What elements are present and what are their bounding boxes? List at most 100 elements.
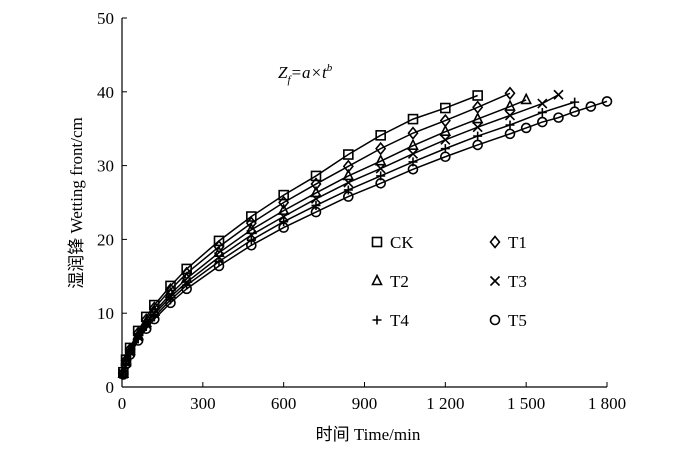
marker — [504, 86, 516, 101]
x-tick-label: 900 — [352, 394, 378, 413]
marker — [472, 139, 483, 151]
legend-marker — [371, 273, 383, 286]
marker — [165, 297, 176, 309]
legend-marker — [371, 236, 383, 248]
marker — [585, 101, 597, 112]
legend-label: T4 — [390, 311, 409, 330]
marker — [343, 191, 354, 202]
marker — [213, 235, 225, 247]
fit-line — [122, 94, 559, 374]
marker — [310, 170, 322, 182]
marker — [310, 206, 322, 218]
marker — [124, 349, 136, 360]
marker — [246, 240, 257, 251]
annotation-sup: b — [327, 62, 333, 74]
marker — [311, 200, 321, 210]
marker — [520, 122, 532, 134]
marker — [132, 335, 144, 346]
marker — [245, 216, 257, 230]
legend-label: T3 — [508, 272, 527, 291]
x-tick-label: 600 — [271, 394, 297, 413]
annotation-mid: =a×t — [291, 63, 328, 82]
y-tick-label: 10 — [97, 304, 114, 323]
x-tick-label: 300 — [190, 394, 216, 413]
x-tick-label: 1 800 — [588, 394, 626, 413]
marker — [118, 369, 128, 379]
marker — [342, 168, 355, 181]
marker — [375, 163, 386, 174]
legend-label: T5 — [508, 311, 527, 330]
marker — [278, 189, 289, 201]
legend-marker — [489, 314, 501, 326]
legend-marker — [489, 275, 501, 287]
marker — [471, 111, 484, 124]
legend-marker — [489, 235, 501, 249]
marker — [505, 120, 515, 130]
marker — [246, 211, 257, 222]
marker — [504, 128, 516, 140]
marker — [310, 185, 322, 198]
legend-label: CK — [390, 233, 414, 252]
marker — [213, 260, 225, 272]
y-tick-label: 50 — [97, 9, 114, 28]
marker — [537, 107, 547, 117]
marker — [245, 222, 258, 235]
marker — [375, 130, 386, 141]
marker — [277, 203, 290, 215]
x-tick-label: 1 500 — [507, 394, 545, 413]
marker — [310, 177, 322, 191]
annotation: Zf=a×tb — [278, 62, 333, 86]
marker — [407, 113, 419, 125]
fit-line — [122, 100, 608, 375]
annotation-sub: f — [287, 74, 292, 86]
marker — [375, 178, 386, 189]
marker — [279, 217, 289, 227]
marker — [149, 313, 160, 325]
marker — [569, 106, 580, 118]
marker — [537, 98, 548, 109]
marker — [473, 131, 483, 141]
marker — [520, 92, 532, 105]
legend-label: T2 — [390, 272, 409, 291]
marker — [440, 134, 451, 145]
annotation-base: Z — [278, 63, 288, 82]
marker — [570, 97, 580, 107]
marker — [553, 112, 564, 123]
marker — [439, 124, 452, 136]
y-tick-label: 30 — [97, 157, 114, 176]
marker — [553, 89, 564, 100]
marker — [601, 96, 613, 107]
marker — [278, 222, 289, 233]
marker — [407, 138, 419, 150]
marker — [343, 149, 354, 160]
marker — [140, 323, 152, 334]
x-tick-label: 1 200 — [426, 394, 464, 413]
marker — [120, 358, 132, 370]
marker — [181, 283, 192, 295]
marker — [310, 193, 322, 204]
fit-line — [122, 101, 575, 375]
marker — [343, 185, 353, 195]
marker — [374, 153, 387, 166]
marker — [440, 102, 451, 114]
legend-label: T1 — [508, 233, 527, 252]
marker — [440, 151, 451, 163]
legend-marker — [372, 315, 382, 325]
marker — [504, 99, 516, 111]
marker — [407, 163, 419, 175]
marker — [472, 122, 483, 133]
marker — [472, 90, 483, 101]
marker — [343, 177, 354, 188]
marker — [407, 148, 419, 159]
marker — [278, 195, 290, 210]
x-tick-label: 0 — [118, 394, 127, 413]
marker — [118, 369, 129, 380]
marker — [149, 299, 160, 311]
marker — [504, 110, 516, 121]
fit-line — [122, 94, 478, 373]
marker — [537, 116, 548, 128]
y-tick-label: 40 — [97, 83, 114, 102]
x-axis-label: 时间 Time/min — [316, 425, 421, 444]
